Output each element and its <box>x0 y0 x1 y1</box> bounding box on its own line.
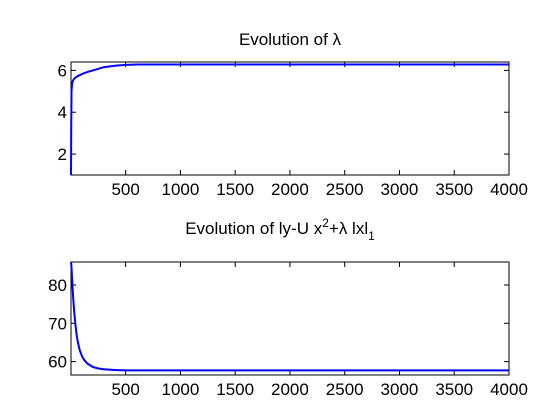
axes-box <box>71 62 509 175</box>
x-tick-label: 2500 <box>326 380 364 399</box>
title-part: +λ lxl <box>329 219 368 238</box>
x-tick-label: 1500 <box>216 180 254 199</box>
y-tick-label: 6 <box>58 61 67 80</box>
x-tick-label: 2500 <box>326 180 364 199</box>
axes-box <box>71 262 509 375</box>
y-tick-label: 70 <box>48 314 67 333</box>
subplot-objective: Evolution of ly-U x2+λ lxl1 500 1000 1500 2… <box>48 216 528 399</box>
x-tick-label: 3500 <box>435 380 473 399</box>
x-tick-label: 1500 <box>216 380 254 399</box>
x-tick-label: 1000 <box>162 180 200 199</box>
x-tick-label: 2000 <box>271 380 309 399</box>
y-tick-label: 80 <box>48 276 67 295</box>
x-tick-label: 1000 <box>162 380 200 399</box>
x-tick-label: 3500 <box>435 180 473 199</box>
y-tick-label: 4 <box>58 103 67 122</box>
x-tick-label: 3000 <box>381 380 419 399</box>
x-tick-label: 4000 <box>490 180 528 199</box>
x-tick-label: 500 <box>111 380 139 399</box>
x-tick-label: 3000 <box>381 180 419 199</box>
subplot-lambda: Evolution of λ 500 1000 1500 2000 2500 3000 35… <box>58 30 528 199</box>
chart-title: Evolution of ly-U x2+λ lxl1 <box>185 216 375 243</box>
y-tick-label: 2 <box>58 145 67 164</box>
x-tick-label: 500 <box>111 180 139 199</box>
chart-title: Evolution of λ <box>239 30 342 49</box>
x-tick-label: 4000 <box>490 380 528 399</box>
title-part: Evolution of ly-U x <box>185 219 322 238</box>
title-subscript: 1 <box>368 229 375 243</box>
y-tick-label: 60 <box>48 353 67 372</box>
x-tick-label: 2000 <box>271 180 309 199</box>
